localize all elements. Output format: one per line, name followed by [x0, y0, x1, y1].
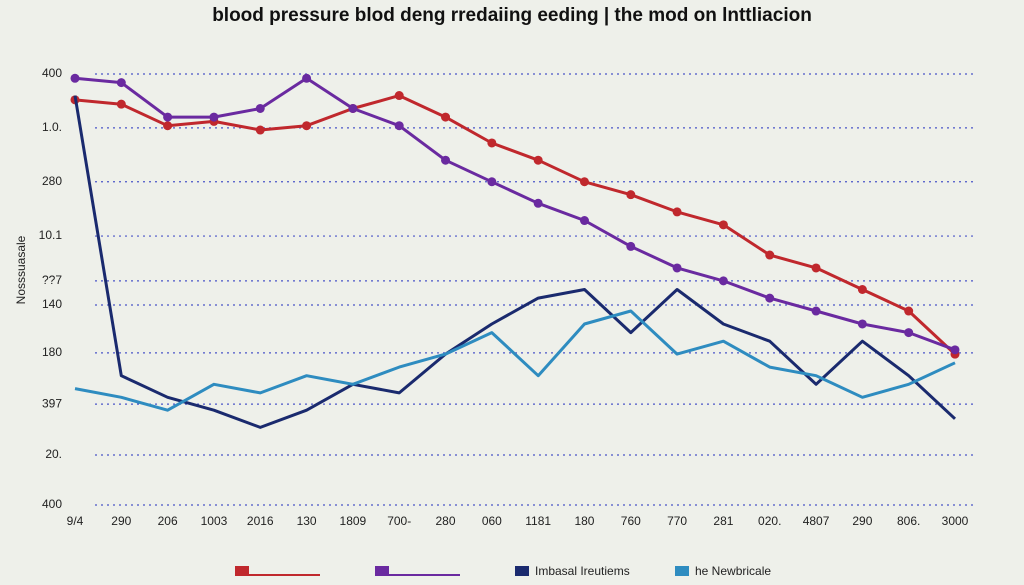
x-tick-label: 290: [852, 514, 872, 528]
data-point: [533, 198, 543, 208]
legend-swatch: [235, 566, 249, 576]
x-tick-label: 281: [713, 514, 733, 528]
chart-title: blood pressure blod deng rredaiing eedin…: [212, 5, 812, 26]
data-point: [950, 345, 960, 355]
legend-swatch: [515, 566, 529, 576]
data-point: [441, 155, 451, 165]
x-tick-label: 206: [158, 514, 178, 528]
y-axis-label: Nosssuasale: [14, 235, 28, 304]
x-tick-label: 700-: [387, 514, 411, 528]
y-tick-label: 400: [42, 497, 62, 511]
x-tick-label: 760: [621, 514, 641, 528]
data-point: [857, 319, 867, 329]
x-tick-label: 060: [482, 514, 502, 528]
data-point: [718, 220, 728, 230]
y-tick-label: 280: [42, 174, 62, 188]
x-tick-label: 770: [667, 514, 687, 528]
data-point: [302, 121, 312, 131]
data-point: [163, 112, 173, 122]
data-point: [209, 112, 219, 122]
data-point: [811, 306, 821, 316]
x-tick-label: 130: [297, 514, 317, 528]
x-tick-label: 290: [111, 514, 131, 528]
data-point: [116, 99, 126, 109]
data-point: [857, 285, 867, 294]
y-tick-label: 10.1: [39, 228, 63, 242]
series-line: [74, 309, 956, 412]
y-tick-label: 20.: [45, 447, 62, 461]
data-point: [255, 125, 265, 135]
x-tick-label: 3000: [942, 514, 969, 528]
x-tick-label: 180: [574, 514, 594, 528]
data-point: [302, 73, 312, 83]
y-tick-label: 400: [42, 66, 62, 80]
legend-swatch: [375, 566, 389, 576]
data-point: [904, 328, 914, 338]
legend-label: he Newbricale: [695, 564, 771, 578]
x-tick-label: 280: [436, 514, 456, 528]
data-point: [765, 250, 775, 260]
y-tick-label: 140: [42, 297, 62, 311]
data-point: [672, 263, 682, 273]
series-line: [74, 94, 957, 356]
x-tick-label: 1181: [525, 514, 551, 528]
legend-swatch: [675, 566, 689, 576]
data-point: [394, 91, 404, 101]
y-tick-label: ??7: [42, 273, 62, 287]
data-point: [70, 73, 80, 83]
data-point: [626, 241, 636, 251]
x-tick-label: 4807: [803, 514, 830, 528]
data-point: [533, 155, 543, 165]
data-point: [487, 138, 497, 148]
y-tick-label: 1.0.: [42, 120, 62, 134]
x-tick-label: 2016: [247, 514, 274, 528]
x-tick-label: 020.: [758, 514, 781, 528]
y-tick-label: 180: [42, 345, 62, 359]
series-line: [74, 76, 956, 352]
series-line: [73, 95, 957, 429]
data-point: [672, 207, 682, 217]
x-tick-label: 1809: [340, 514, 367, 528]
data-point: [579, 177, 589, 187]
data-point: [718, 276, 728, 286]
data-point: [163, 121, 173, 131]
data-point: [487, 177, 497, 187]
x-tick-label: 9/4: [67, 514, 84, 528]
legend-label: Imbasal Ireutiems: [535, 564, 630, 578]
data-point: [348, 103, 358, 113]
y-tick-label: 397: [42, 396, 62, 410]
x-tick-label: 1003: [201, 514, 228, 528]
data-point: [255, 103, 265, 113]
x-tick-label: 806.: [897, 514, 920, 528]
data-point: [579, 216, 589, 226]
data-point: [626, 190, 636, 200]
data-point: [811, 263, 821, 273]
data-point: [904, 306, 914, 316]
data-point: [394, 121, 404, 131]
data-point: [116, 78, 126, 88]
data-point: [441, 112, 451, 122]
data-point: [765, 293, 775, 303]
